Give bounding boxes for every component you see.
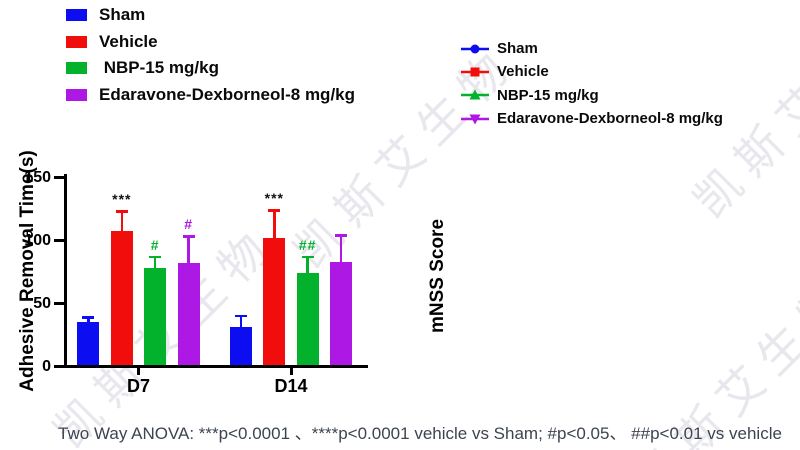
line-legend-item-nbp-15-mg-kg[interactable]: NBP-15 mg/kg (460, 87, 599, 104)
bar-chart-y-tick (54, 364, 64, 368)
legend-color-swatch (66, 62, 87, 75)
error-bar (239, 315, 243, 328)
bar-chart-x-tick (137, 368, 140, 375)
error-bar-cap (115, 210, 128, 213)
error-bar-cap (268, 209, 281, 212)
bar-sham-d14[interactable] (229, 327, 252, 365)
bar-chart-y-tick-label: 100 (24, 232, 51, 249)
error-bar-cap (301, 255, 314, 259)
error-bar (153, 256, 157, 268)
legend-color-swatch (66, 9, 87, 21)
line-legend-item-sham[interactable]: Sham (460, 40, 538, 57)
error-bar (306, 256, 309, 273)
significance-label: *** (264, 190, 284, 207)
legend-label: Vehicle (497, 63, 549, 81)
line-legend-item-edaravone-dexborneol-8-mg-kg[interactable]: Edaravone-Dexborneol-8 mg/kg (460, 110, 723, 127)
bar-chart-x-axis (64, 365, 368, 368)
legend-color-swatch (66, 35, 87, 48)
bar-legend-item-edaravone-dexborneol-8-mg-kg[interactable]: Edaravone-Dexborneol-8 mg/kg (66, 85, 355, 105)
legend-label: Sham (99, 5, 146, 24)
error-bar-cap (182, 235, 195, 238)
legend-label: Edaravone-Dexborneol-8 mg/kg (497, 110, 723, 128)
significance-label: *** (112, 191, 132, 208)
triangle-down-marker-icon (461, 114, 489, 125)
significance-label: # (184, 216, 193, 233)
bar-chart-y-tick (54, 238, 64, 242)
bar-chart-x-tick (289, 368, 293, 375)
bar-legend-item-vehicle[interactable]: Vehicle (66, 32, 158, 52)
bar-chart-x-tick-label: D7 (126, 376, 150, 396)
bar-legend-item-nbp-15-mg-kg[interactable]: NBP-15 mg/kg (66, 58, 219, 78)
line-chart-y-axis-label: mNSS Score (427, 218, 448, 334)
bar-sham-d7[interactable] (77, 322, 100, 365)
legend-label: NBP-15 mg/kg (99, 58, 219, 78)
significance-label: ## (298, 236, 317, 253)
triangle-up-marker-icon (461, 89, 489, 100)
legend-label: Vehicle (99, 31, 158, 51)
error-bar-cap (82, 316, 95, 319)
line-legend-item-vehicle[interactable]: Vehicle (460, 63, 549, 80)
bar-chart-y-tick-label: 0 (42, 358, 51, 375)
bar-chart-y-tick-label: 50 (33, 295, 51, 312)
bar-vehicle-d7[interactable] (110, 231, 133, 365)
error-bar-cap (234, 314, 247, 318)
error-bar (273, 210, 276, 238)
legend-label: Edaravone-Dexborneol-8 mg/kg (99, 84, 356, 104)
legend-label: NBP-15 mg/kg (497, 86, 599, 104)
error-bar-cap (335, 234, 348, 237)
error-bar (187, 236, 190, 263)
bar-chart-y-tick-label: 150 (24, 169, 51, 186)
bar-chart-y-axis (64, 174, 67, 368)
error-bar (120, 211, 124, 232)
error-bar-cap (149, 255, 162, 259)
error-bar (339, 235, 343, 262)
bar-legend-item-sham[interactable]: Sham (66, 5, 145, 25)
bar-chart-x-tick-label: D14 (274, 376, 308, 396)
bar-nbp-15-mg-kg-d14[interactable] (296, 273, 319, 365)
bar-vehicle-d14[interactable] (263, 237, 286, 365)
stats-caption: Two Way ANOVA: ***p<0.0001 、****p<0.0001… (58, 424, 782, 443)
legend-color-swatch (66, 88, 87, 101)
legend-label: Sham (497, 40, 538, 57)
bar-edaravone-dexborneol-8-mg-kg-d7[interactable] (177, 262, 200, 365)
bar-nbp-15-mg-kg-d7[interactable] (144, 267, 167, 365)
circle-marker-icon (461, 44, 489, 53)
error-bar (87, 317, 90, 323)
significance-label: # (150, 236, 160, 253)
bar-chart-y-tick (54, 175, 64, 179)
square-marker-icon (461, 67, 489, 77)
bar-chart-y-tick (54, 301, 64, 305)
bar-edaravone-dexborneol-8-mg-kg-d14[interactable] (330, 261, 353, 365)
